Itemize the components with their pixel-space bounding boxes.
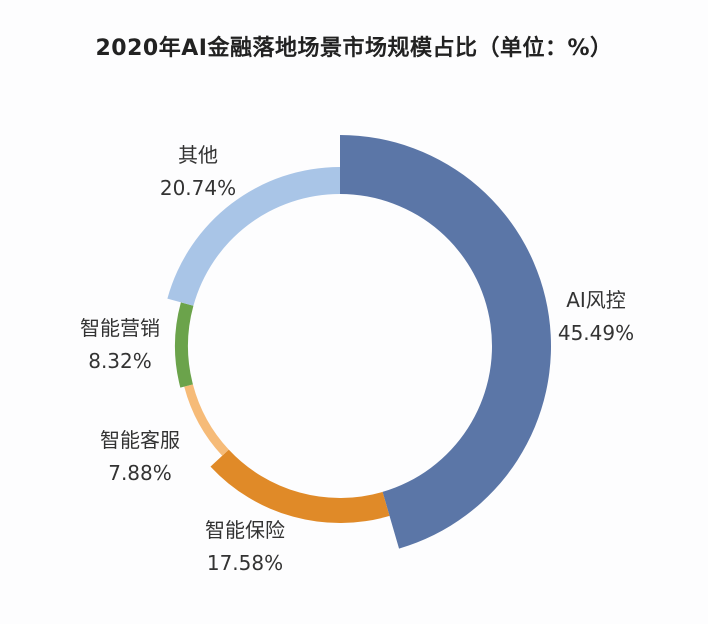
slice-2 <box>184 384 229 456</box>
slice-value: 17.58% <box>206 551 284 575</box>
slice-4 <box>167 167 340 306</box>
slice-label: 智能营销 8.32% <box>50 312 190 378</box>
slice-name: 其他 <box>178 143 218 167</box>
slice-name: 智能客服 <box>100 428 180 452</box>
chart-title: 2020年AI金融落地场景市场规模占比（单位：%） <box>95 36 613 61</box>
slice-value: 8.32% <box>88 349 152 373</box>
slice-label: 智能保险 17.58% <box>175 514 315 580</box>
slice-name: 智能营销 <box>80 316 160 340</box>
slice-label: AI风控 45.49% <box>526 284 666 350</box>
slice-name: 智能保险 <box>205 518 285 542</box>
slice-label: 其他 20.74% <box>128 139 268 205</box>
slice-value: 45.49% <box>557 321 635 345</box>
slice-3 <box>175 302 194 388</box>
slice-0 <box>340 135 552 549</box>
slice-value: 7.88% <box>108 461 172 485</box>
slice-1 <box>210 449 390 523</box>
slice-value: 20.74% <box>159 176 237 200</box>
slice-name: AI风控 <box>566 288 626 312</box>
slice-label: 智能客服 7.88% <box>70 424 210 490</box>
